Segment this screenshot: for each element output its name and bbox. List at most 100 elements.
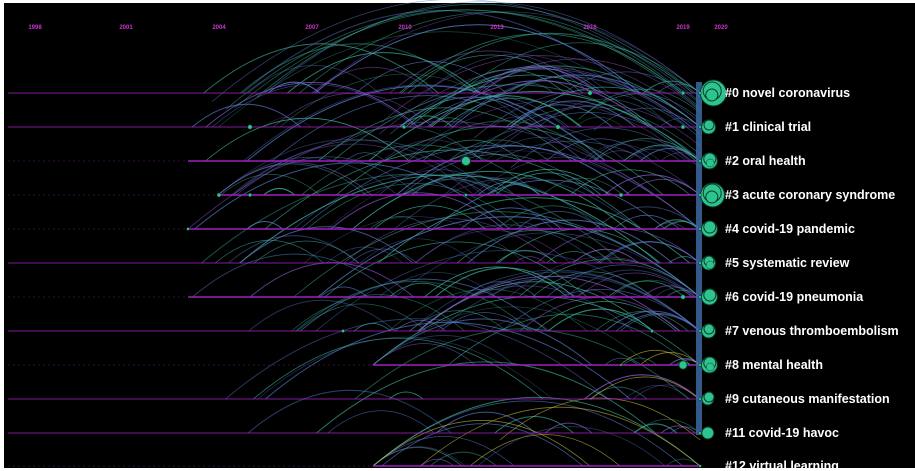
citation-arc xyxy=(623,148,681,162)
current-year-band xyxy=(696,82,702,435)
year-label: 2016 xyxy=(583,25,597,31)
citation-node xyxy=(698,431,702,435)
citation-node xyxy=(705,88,719,102)
year-label: 2020 xyxy=(714,25,728,31)
citation-node xyxy=(247,124,253,130)
citation-arc xyxy=(594,150,645,162)
canvas-background xyxy=(4,3,915,468)
cluster-label: #2 oral health xyxy=(725,154,806,168)
citation-arc xyxy=(505,104,613,128)
citation-arc xyxy=(487,169,610,196)
citation-arc xyxy=(632,384,701,400)
citation-arc xyxy=(205,81,419,128)
citation-arc xyxy=(355,61,507,94)
citation-arc xyxy=(510,127,701,168)
citation-arc xyxy=(489,318,550,332)
citation-arc xyxy=(300,278,548,332)
citation-arc xyxy=(452,74,701,128)
citation-arc xyxy=(372,420,591,467)
citation-arc xyxy=(205,117,410,162)
citation-arc xyxy=(247,389,452,434)
citation-arc xyxy=(220,174,320,196)
citation-arc xyxy=(654,222,686,230)
citation-arc xyxy=(314,24,641,94)
citation-arc xyxy=(424,54,610,94)
citation-arc xyxy=(317,216,701,298)
citation-arc xyxy=(231,143,475,196)
citation-arc xyxy=(291,294,465,332)
citation-node xyxy=(216,192,222,198)
citation-arc xyxy=(484,137,598,162)
citation-arc xyxy=(239,174,660,264)
citation-arc xyxy=(622,357,658,366)
citation-node xyxy=(341,329,345,333)
citation-arc xyxy=(330,192,504,230)
citation-arc xyxy=(414,229,571,264)
citation-arc xyxy=(613,214,680,230)
citation-arc xyxy=(472,65,604,94)
citation-node xyxy=(698,295,702,299)
citation-arc xyxy=(253,337,544,400)
citation-node xyxy=(698,193,702,197)
citation-arc xyxy=(538,98,672,128)
citation-arc xyxy=(589,376,701,401)
citation-arc xyxy=(660,425,696,434)
citation-arc xyxy=(467,219,673,264)
citation-node xyxy=(247,192,253,198)
citation-arc xyxy=(194,162,510,230)
citation-arc xyxy=(429,451,497,467)
cluster-label: #8 mental health xyxy=(725,358,823,372)
citation-arc xyxy=(532,271,653,298)
citation-arc xyxy=(228,235,359,264)
year-label: 2010 xyxy=(398,25,412,31)
citation-arc xyxy=(315,249,701,332)
citation-arc xyxy=(443,97,583,128)
citation-arc xyxy=(240,43,475,94)
year-label: 1998 xyxy=(28,25,42,31)
year-label: 2019 xyxy=(676,25,690,31)
citation-arc xyxy=(407,32,694,94)
citation-arc xyxy=(324,241,588,298)
citation-arc xyxy=(459,42,701,94)
citation-arc xyxy=(453,69,566,94)
citation-arc xyxy=(399,115,454,128)
cluster-label: #7 venous thromboembolism xyxy=(725,324,899,338)
citation-arc xyxy=(297,303,427,332)
citation-arc xyxy=(535,301,677,332)
citation-node xyxy=(587,90,593,96)
citation-node xyxy=(460,155,472,167)
citation-arc xyxy=(353,323,391,332)
citation-arc xyxy=(191,103,301,128)
citation-arc xyxy=(426,117,472,128)
cluster-label: #12 virtual learning xyxy=(725,459,839,471)
citation-arc xyxy=(448,313,691,366)
citation-arc xyxy=(306,183,524,230)
citation-arc xyxy=(388,288,588,332)
citation-arc xyxy=(404,100,691,162)
citation-arc xyxy=(389,282,456,298)
citation-arc xyxy=(594,206,701,230)
citation-arc xyxy=(578,93,701,120)
year-label: 2013 xyxy=(490,25,504,31)
year-label: 2004 xyxy=(212,25,226,31)
citation-arc xyxy=(264,1,701,94)
citation-nodes xyxy=(186,79,727,468)
citation-arc xyxy=(581,144,661,162)
citation-arc xyxy=(192,253,398,298)
citation-arc xyxy=(495,250,557,264)
citation-node xyxy=(705,362,715,372)
citation-arc xyxy=(343,218,556,264)
citation-arc xyxy=(354,328,690,400)
citation-arc xyxy=(279,73,532,128)
citation-arc xyxy=(542,177,624,196)
year-axis: 1998 2001 2004 2007 2010 2013 2016 2019 2020 xyxy=(28,25,728,31)
citation-arc xyxy=(211,0,701,103)
citation-arc xyxy=(654,219,699,230)
citation-arc xyxy=(218,31,673,128)
citation-arc xyxy=(381,55,701,123)
cluster-label: #1 clinical trial xyxy=(725,120,811,134)
citation-node xyxy=(680,124,686,130)
citation-node xyxy=(698,227,702,231)
citation-arc xyxy=(409,269,701,332)
